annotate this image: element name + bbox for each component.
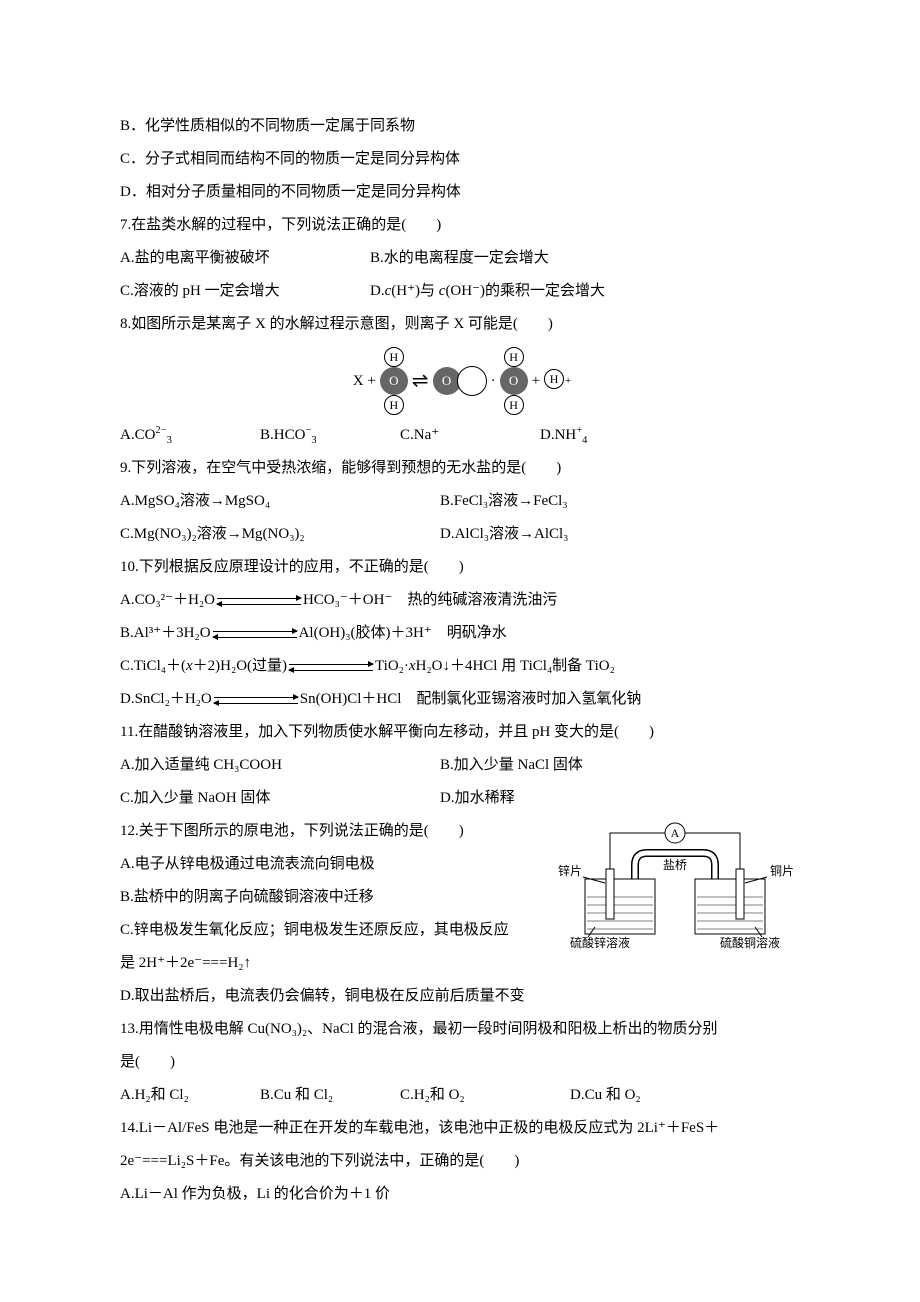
svg-text:A: A [671,826,680,840]
q8-option-c: C.Na⁺ [400,419,540,452]
q13-stem-1: 13.用惰性电极电解 Cu(NO₃)₂、NaCl 的混合液，最初一段时间阴极和阳… [120,1013,800,1046]
q6-option-d: D．相对分子质量相同的不同物质一定是同分异构体 [120,176,800,209]
q11-option-d: D.加水稀释 [440,782,515,815]
q8-hydrolysis-diagram: X + H O H ⇌ O · H O H + H + [120,347,800,415]
q13-stem-2: 是( ) [120,1046,800,1079]
q13-option-c: C.H₂和 O₂ [400,1079,570,1112]
svg-text:硫酸锌溶液: 硫酸锌溶液 [570,935,630,950]
q7-option-d: D.c(H⁺)与 c(OH⁻)的乘积一定会增大 [370,275,605,308]
q9-option-d: D.AlCl₃溶液→AlCl₃ [440,518,568,551]
q9-option-a: A.MgSO₄溶液→MgSO₄ [120,485,440,518]
q11-option-b: B.加入少量 NaCl 固体 [440,749,583,782]
svg-text:铜片: 铜片 [770,863,794,878]
q10-option-d: D.SnCl₂＋H₂OSn(OH)Cl＋HCl 配制氯化亚锡溶液时加入氢氧化钠 [120,683,800,716]
q8-option-b: B.HCO−3 [260,419,400,452]
q10-option-b: B.Al³⁺＋3H₂OAl(OH)₃(胶体)＋3H⁺ 明矾净水 [120,617,800,650]
q12-option-d: D.取出盐桥后，电流表仍会偏转，铜电极在反应前后质量不变 [120,980,800,1013]
q11-option-a: A.加入适量纯 CH₃COOH [120,749,440,782]
q10-option-a: A.CO₃²⁻＋H₂OHCO₃⁻＋OH⁻ 热的纯碱溶液清洗油污 [120,584,800,617]
q7-stem: 7.在盐类水解的过程中，下列说法正确的是( ) [120,209,800,242]
q9-option-b: B.FeCl₃溶液→FeCl₃ [440,485,568,518]
q11-stem: 11.在醋酸钠溶液里，加入下列物质使水解平衡向左移动，并且 pH 变大的是( ) [120,716,800,749]
q14-stem-2: 2e⁻===Li₂S＋Fe。有关该电池的下列说法中，正确的是( ) [120,1145,800,1178]
q7-option-b: B.水的电离程度一定会增大 [370,242,549,275]
q13-option-d: D.Cu 和 O₂ [570,1079,641,1112]
q14-option-a: A.Li－Al 作为负极，Li 的化合价为＋1 价 [120,1178,800,1211]
q8-stem: 8.如图所示是某离子 X 的水解过程示意图，则离子 X 可能是( ) [120,308,800,341]
q8-option-d: D.NH+4 [540,419,587,452]
svg-text:硫酸铜溶液: 硫酸铜溶液 [720,935,780,950]
q10-option-c: C.TiCl₄＋(x＋2)H₂O(过量)TiO₂·xH₂O↓＋4HCl 用 Ti… [120,650,800,683]
q9-option-c: C.Mg(NO₃)₂溶液→Mg(NO₃)₂ [120,518,440,551]
svg-text:盐桥: 盐桥 [663,858,687,872]
svg-text:锌片: 锌片 [558,864,582,878]
q9-stem: 9.下列溶液，在空气中受热浓缩，能够得到预想的无水盐的是( ) [120,452,800,485]
q11-option-c: C.加入少量 NaOH 固体 [120,782,440,815]
q7-option-c: C.溶液的 pH 一定会增大 [120,275,370,308]
q13-option-b: B.Cu 和 Cl₂ [260,1079,400,1112]
q7-option-a: A.盐的电离平衡被破坏 [120,242,370,275]
q6-option-b: B．化学性质相似的不同物质一定属于同系物 [120,110,800,143]
q10-stem: 10.下列根据反应原理设计的应用，不正确的是( ) [120,551,800,584]
q12-cell-diagram: A 盐桥 [550,819,800,959]
q6-option-c: C．分子式相同而结构不同的物质一定是同分异构体 [120,143,800,176]
q8-option-a: A.CO2−3 [120,419,260,452]
q13-option-a: A.H₂和 Cl₂ [120,1079,260,1112]
q14-stem-1: 14.Li－Al/FeS 电池是一种正在开发的车载电池，该电池中正极的电极反应式… [120,1112,800,1145]
